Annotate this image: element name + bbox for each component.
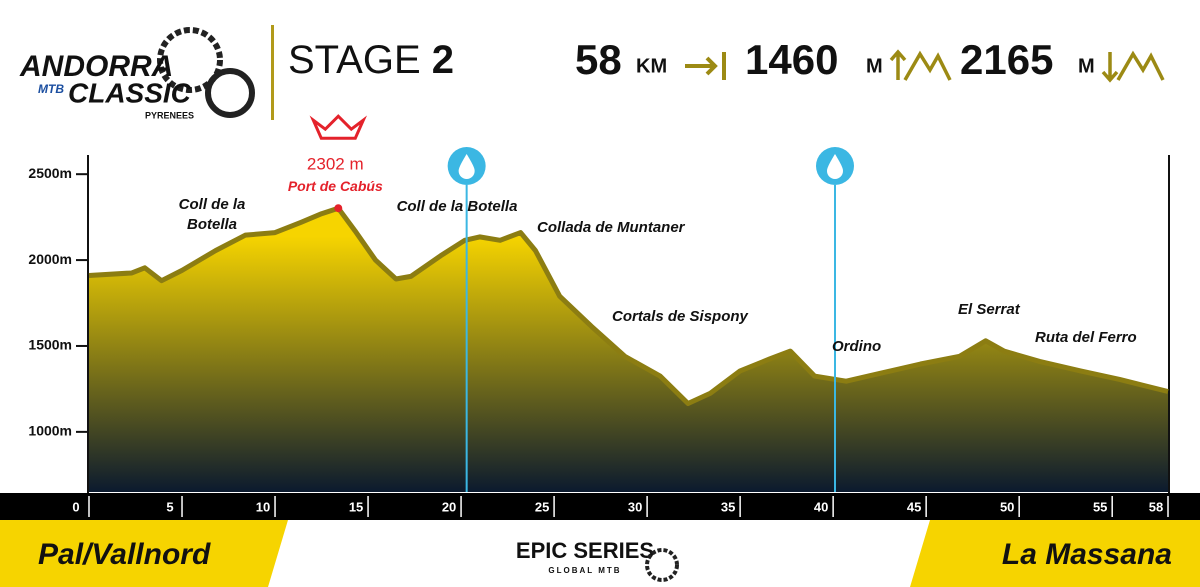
climb: 1460 [745,36,838,83]
annotation: Cortals de Sispony [612,308,749,325]
y-tick-label: 2000m [28,251,72,267]
axis-left [87,155,89,493]
y-tick-label: 1000m [28,423,72,439]
brand-sub: GLOBAL MTB [548,566,621,575]
unit: KM [636,55,667,77]
logo-text: MTB [38,82,64,96]
x-tick-label: 35 [721,499,735,514]
peak-marker [334,204,343,213]
x-tick-label: 0 [72,499,79,514]
water-drop [826,154,843,179]
unit: M [1078,55,1095,77]
start-label: Pal/Vallnord [38,538,211,571]
x-tick-label: 58 [1149,499,1163,514]
divider [271,25,274,120]
x-tick-label: 15 [349,499,363,514]
x-tick-label: 50 [1000,499,1014,514]
start-banner [0,520,288,587]
annotation-line: Botella [187,216,237,233]
stage-number: 2 [432,38,454,82]
gear-icon [205,68,255,118]
stage-label: STAGE 2 [288,38,454,82]
annotation: Ordino [832,338,881,355]
x-tick-label: 45 [907,499,921,514]
x-tick-label: 55 [1093,499,1107,514]
climb-icon [889,49,952,81]
axis-right [1168,155,1170,493]
water-drop [458,154,475,179]
x-tick-label: 40 [814,499,828,514]
y-tick-label: 1500m [28,337,72,353]
annotation: El Serrat [958,301,1021,318]
unit: M [866,55,883,77]
x-tick-label: 5 [166,499,173,514]
plot: 1000m 1500m 2000m 2500m 2302 m Port de Cabús C… [28,114,1169,517]
peak-name: Port de Cabús [288,178,383,194]
peak-label: 2302 m [307,155,364,174]
area [89,208,1168,492]
brand: EPIC SERIES [516,538,654,563]
annotation: Collada de Muntaner [537,219,686,236]
logo-text: CLASSIC [68,77,192,108]
finish-banner [910,520,1200,587]
x-axis-bar [0,493,1200,520]
finish-label: La Massana [1002,538,1172,571]
annotation-line: Coll de la [179,196,246,213]
x-tick-label: 10 [256,499,270,514]
x-tick-label: 30 [628,499,642,514]
annotation: Coll de la Botella [397,198,518,215]
distance: 58 [575,36,622,83]
y-tick-label: 2500m [28,165,72,181]
logo-text: PYRENEES [145,110,194,120]
descent: 2165 [960,36,1053,83]
crown-icon [309,114,367,140]
logo-text: ANDORRA [19,50,173,83]
annotation: Ruta del Ferro [1035,329,1137,346]
descent-icon [1101,50,1165,83]
x-tick-label: 20 [442,499,456,514]
logo: ANDORRA MTB CLASSIC PYRENEES [19,27,255,120]
line [88,205,1169,407]
stage: STAGE [288,38,421,82]
annotation: Coll de la Botella [179,196,246,233]
gear-icon [157,27,223,93]
distance-icon [685,52,726,80]
x-tick-label: 25 [535,499,549,514]
gear-icon [645,548,679,582]
